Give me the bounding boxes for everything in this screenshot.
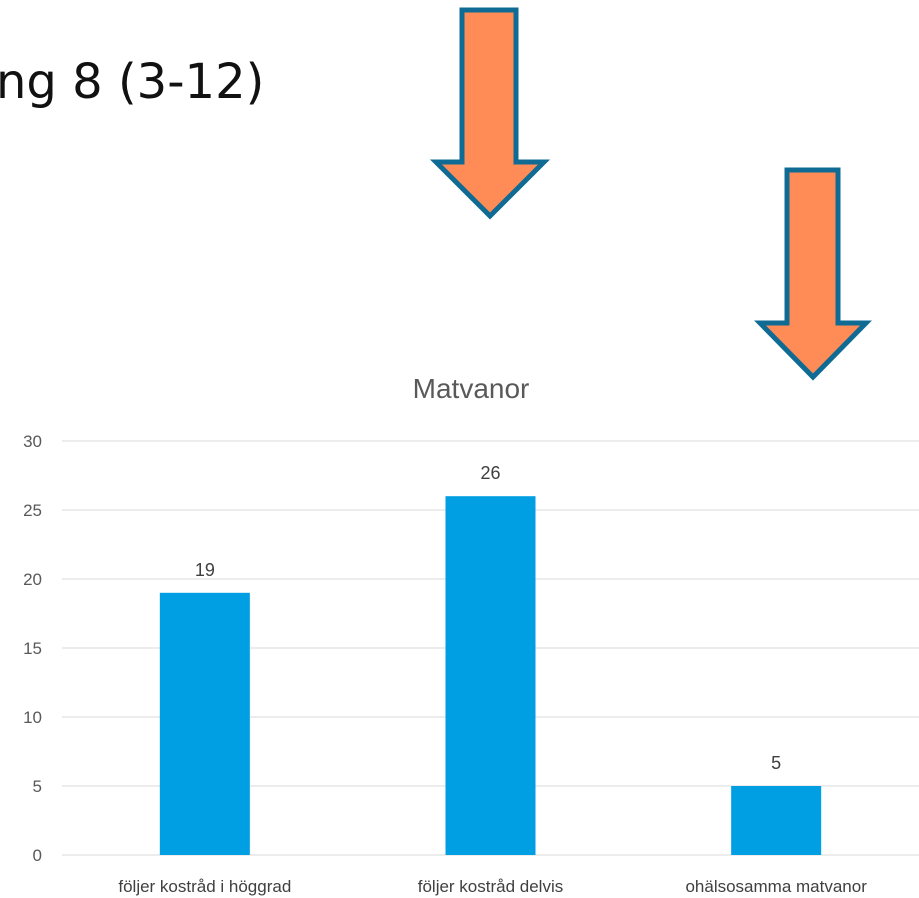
x-category-label: följer kostråd i höggrad [118,877,291,896]
y-tick-label: 30 [23,432,42,451]
y-tick-label: 5 [33,777,42,796]
y-tick-label: 0 [33,846,42,865]
data-label: 26 [480,463,500,483]
bar [731,786,822,855]
x-category-label: ohälsosamma matvanor [685,877,867,896]
slide-title: ng 8 (3-12) [0,54,265,110]
arrow-down-icon [754,167,872,381]
data-label: 19 [195,560,215,580]
bar [159,592,250,855]
bar [445,496,536,855]
y-tick-label: 25 [23,501,42,520]
arrow-down-icon [429,7,551,220]
y-tick-label: 15 [23,639,42,658]
data-label: 5 [771,753,781,773]
y-tick-label: 10 [23,708,42,727]
chart-title: Matvanor [413,373,530,404]
x-category-label: följer kostråd delvis [418,877,564,896]
y-tick-label: 20 [23,570,42,589]
